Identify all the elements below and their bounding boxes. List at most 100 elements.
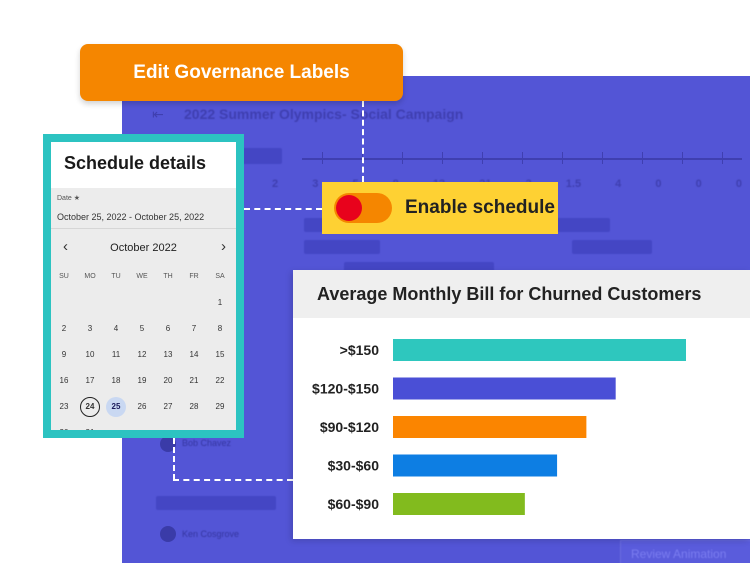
calendar-day[interactable]: 12 (137, 350, 147, 359)
background-app-title: 2022 Summer Olympics- Social Campaign (184, 106, 464, 122)
arrow-left-icon[interactable]: ⇤ (152, 106, 164, 122)
calendar-day[interactable]: 10 (85, 350, 95, 359)
calendar-day[interactable]: 4 (113, 324, 119, 333)
bar (393, 454, 558, 477)
category-label: $60-$90 (328, 496, 380, 512)
calendar-day[interactable]: 26 (137, 402, 147, 411)
calendar-day[interactable]: 2 (61, 324, 67, 333)
calendar-empty-cell (207, 422, 233, 430)
weekday-label: WE (136, 273, 148, 280)
calendar-day[interactable]: 28 (189, 402, 199, 411)
chevron-right-icon[interactable]: › (221, 238, 226, 255)
timeline-number: 2 (272, 178, 279, 190)
connector-line (362, 101, 364, 182)
weekday-label: SA (215, 273, 225, 280)
calendar-week: 2 3 4 5 6 7 8 (51, 316, 236, 342)
category-label: $90-$120 (320, 419, 379, 435)
timeline-number: 0 (735, 178, 742, 190)
category-label: $30-$60 (328, 458, 380, 474)
review-animation-button[interactable]: Review Animation (620, 540, 750, 563)
calendar-day[interactable]: 18 (111, 376, 121, 385)
calendar-day[interactable]: 1 (217, 298, 223, 307)
calendar-empty-cell (129, 292, 155, 314)
category-label: >$150 (340, 342, 380, 358)
calendar-day[interactable]: 27 (163, 402, 173, 411)
calendar-day-selected[interactable]: 25 (106, 397, 126, 417)
avatar (160, 436, 176, 452)
weekday-header: SU MO TU WE TH FR SA (51, 264, 236, 290)
calendar-day[interactable]: 9 (61, 350, 67, 359)
weekday-label: SU (59, 273, 69, 280)
calendar-day[interactable]: 11 (111, 350, 121, 359)
calendar-day[interactable]: 19 (137, 376, 147, 385)
enable-schedule-callout: Enable schedule (322, 182, 558, 234)
schedule-details-heading: Schedule details (51, 142, 236, 188)
divider (51, 228, 236, 229)
schedule-details-card: Schedule details Date ★ October 25, 2022… (43, 134, 244, 438)
calendar-week: 1 (51, 290, 236, 316)
bar (393, 377, 616, 400)
schedule-details-panel: Schedule details Date ★ October 25, 2022… (51, 142, 236, 430)
connector-line (173, 479, 293, 481)
calendar-week: 16 17 18 19 20 21 22 (51, 368, 236, 394)
timeline-number: 0 (655, 178, 662, 190)
calendar-day[interactable]: 3 (87, 324, 93, 333)
chevron-left-icon[interactable]: ‹ (63, 238, 68, 255)
bar (393, 339, 686, 361)
churn-chart-card: Average Monthly Bill for Churned Custome… (293, 270, 750, 539)
weekday-label: TH (163, 273, 173, 280)
calendar-empty-cell (155, 422, 181, 430)
timeline-number: 3 (312, 178, 319, 190)
calendar-empty-cell (155, 292, 181, 314)
calendar-day[interactable]: 23 (59, 402, 69, 411)
calendar-day[interactable]: 8 (217, 324, 223, 333)
chart-title: Average Monthly Bill for Churned Custome… (293, 270, 750, 318)
calendar-day[interactable]: 17 (85, 376, 95, 385)
calendar-day[interactable]: 13 (163, 350, 173, 359)
calendar-day[interactable]: 5 (139, 324, 145, 333)
date-label: Date ★ (57, 195, 81, 202)
calendar-day[interactable]: 21 (189, 376, 199, 385)
timeline-number: 0 (695, 178, 702, 190)
timeline-number: 4 (615, 178, 622, 190)
calendar-empty-cell (181, 292, 207, 314)
calendar-day[interactable]: 6 (165, 324, 171, 333)
calendar-day[interactable]: 14 (189, 350, 199, 359)
date-range-field[interactable]: October 25, 2022 - October 25, 2022 (57, 212, 205, 222)
calendar-empty-cell (103, 292, 129, 314)
calendar-day-today[interactable]: 24 (80, 397, 100, 417)
enable-schedule-toggle[interactable] (334, 193, 392, 223)
background-row-label: Bob Chavez (182, 438, 232, 448)
calendar-month-title: October 2022 (110, 242, 177, 254)
timeline-number: 1.5 (565, 178, 582, 190)
calendar-day[interactable]: 29 (215, 402, 225, 411)
avatar (160, 526, 176, 542)
calendar-week: 3031 (51, 420, 236, 430)
edit-governance-labels-button[interactable]: Edit Governance Labels (80, 44, 403, 101)
calendar-day[interactable]: 15 (215, 350, 225, 359)
calendar-empty-cell (51, 292, 77, 314)
calendar-empty-cell (129, 422, 155, 430)
weekday-label: MO (84, 273, 96, 280)
calendar-day[interactable]: 30 (51, 422, 77, 430)
category-label: $120-$150 (312, 381, 379, 397)
bar-chart: >$150 $120-$150 $90-$120 $30-$60 $60-$90 (312, 339, 686, 515)
bar (393, 493, 525, 515)
calendar-week: 9 10 11 12 13 14 15 (51, 342, 236, 368)
background-track (572, 240, 652, 254)
calendar-grid: SU MO TU WE TH FR SA 1 2 3 4 5 6 7 8 9 10 11 12 13 14 15 16 17 1… (51, 264, 236, 430)
calendar-day[interactable]: 16 (59, 376, 69, 385)
calendar-day[interactable]: 7 (191, 324, 197, 333)
calendar-day[interactable]: 20 (163, 376, 173, 385)
weekday-label: FR (189, 273, 199, 280)
toggle-knob[interactable] (336, 195, 362, 221)
calendar-day[interactable]: 31 (77, 422, 103, 430)
calendar-empty-cell (77, 292, 103, 314)
background-row-label: Ken Cosgrove (182, 529, 240, 539)
calendar-week: 23 24 25 26 27 28 29 (51, 394, 236, 420)
weekday-label: TU (111, 273, 121, 280)
calendar-day[interactable]: 22 (215, 376, 225, 385)
connector-line (244, 208, 322, 210)
enable-schedule-label: Enable schedule (405, 197, 555, 218)
